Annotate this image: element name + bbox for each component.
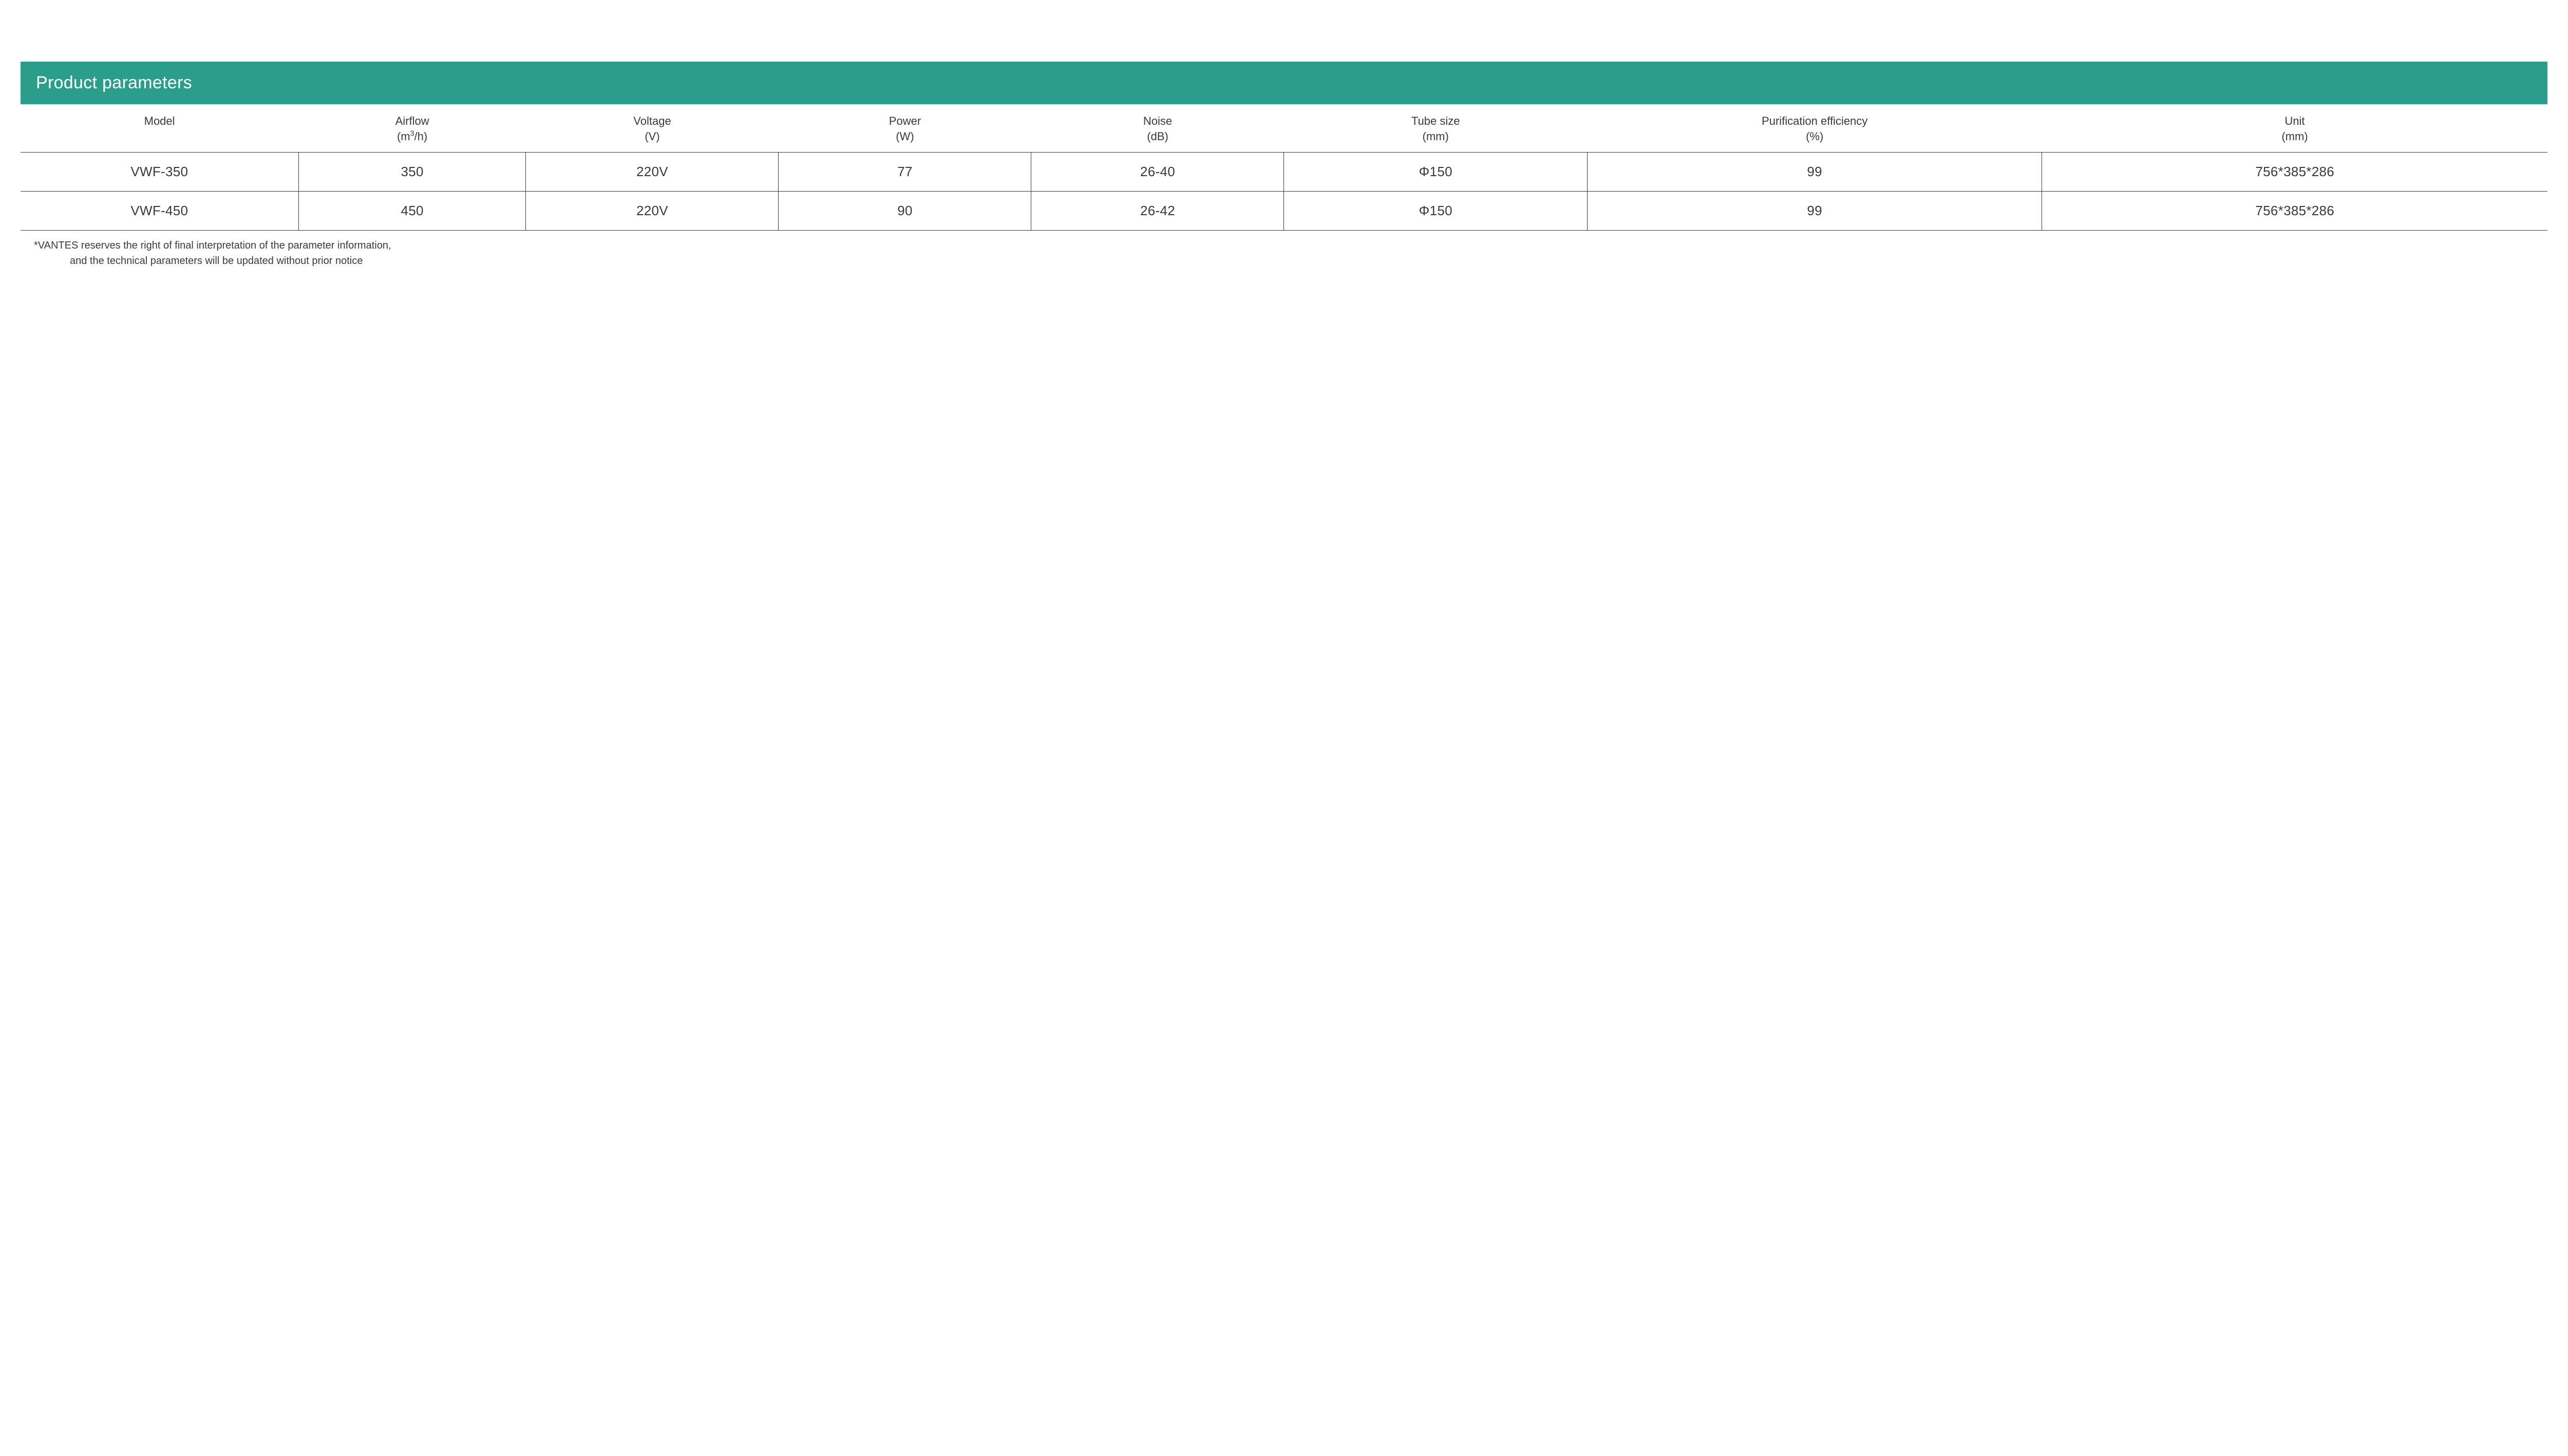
footnote-line-2: and the technical parameters will be upd… (34, 253, 2547, 269)
col-header-label: Voltage (633, 115, 671, 127)
col-header-sub: (mm) (1288, 129, 1583, 144)
col-header-sub: (W) (783, 129, 1027, 144)
col-header-sub: (%) (1591, 129, 2038, 144)
col-header-sub: (mm) (2046, 129, 2543, 144)
col-header-noise: Noise (dB) (1031, 104, 1284, 153)
col-header-airflow: Airflow (m3/h) (298, 104, 526, 153)
col-header-label: Purification efficiency (1762, 115, 1867, 127)
col-header-label: Noise (1143, 115, 1172, 127)
cell-tube: Φ150 (1284, 192, 1587, 231)
parameters-table: Model Airflow (m3/h) Voltage (V) Power (… (21, 104, 2547, 231)
cell-voltage: 220V (526, 153, 779, 192)
col-header-sub: (V) (530, 129, 775, 144)
col-header-sub: (m3/h) (303, 129, 522, 144)
col-header-label: Tube size (1411, 115, 1460, 127)
cell-tube: Φ150 (1284, 153, 1587, 192)
table-header-row: Model Airflow (m3/h) Voltage (V) Power (… (21, 104, 2547, 153)
cell-noise: 26-40 (1031, 153, 1284, 192)
cell-voltage: 220V (526, 192, 779, 231)
col-header-tube: Tube size (mm) (1284, 104, 1587, 153)
col-header-unit: Unit (mm) (2042, 104, 2547, 153)
cell-eff: 99 (1587, 192, 2042, 231)
col-header-label: Model (144, 115, 175, 127)
col-header-label: Unit (2284, 115, 2305, 127)
col-header-label: Airflow (395, 115, 429, 127)
cell-power: 77 (779, 153, 1031, 192)
cell-unit: 756*385*286 (2042, 153, 2547, 192)
col-header-voltage: Voltage (V) (526, 104, 779, 153)
col-header-label: Power (889, 115, 921, 127)
col-header-model: Model (21, 104, 298, 153)
footnote-line-1: *VANTES reserves the right of final inte… (34, 240, 391, 251)
product-parameters-page: Product parameters Model Airflow (m3/h) … (0, 0, 2568, 371)
cell-unit: 756*385*286 (2042, 192, 2547, 231)
cell-airflow: 350 (298, 153, 526, 192)
table-row: VWF-350 350 220V 77 26-40 Φ150 99 756*38… (21, 153, 2547, 192)
cell-model: VWF-450 (21, 192, 298, 231)
col-header-sub: (dB) (1035, 129, 1280, 144)
col-header-power: Power (W) (779, 104, 1031, 153)
section-title-text: Product parameters (36, 73, 192, 92)
cell-noise: 26-42 (1031, 192, 1284, 231)
cell-airflow: 450 (298, 192, 526, 231)
cell-model: VWF-350 (21, 153, 298, 192)
col-header-eff: Purification efficiency (%) (1587, 104, 2042, 153)
cell-eff: 99 (1587, 153, 2042, 192)
section-title-bar: Product parameters (21, 62, 2547, 104)
table-row: VWF-450 450 220V 90 26-42 Φ150 99 756*38… (21, 192, 2547, 231)
cell-power: 90 (779, 192, 1031, 231)
footnote: *VANTES reserves the right of final inte… (21, 231, 2547, 269)
